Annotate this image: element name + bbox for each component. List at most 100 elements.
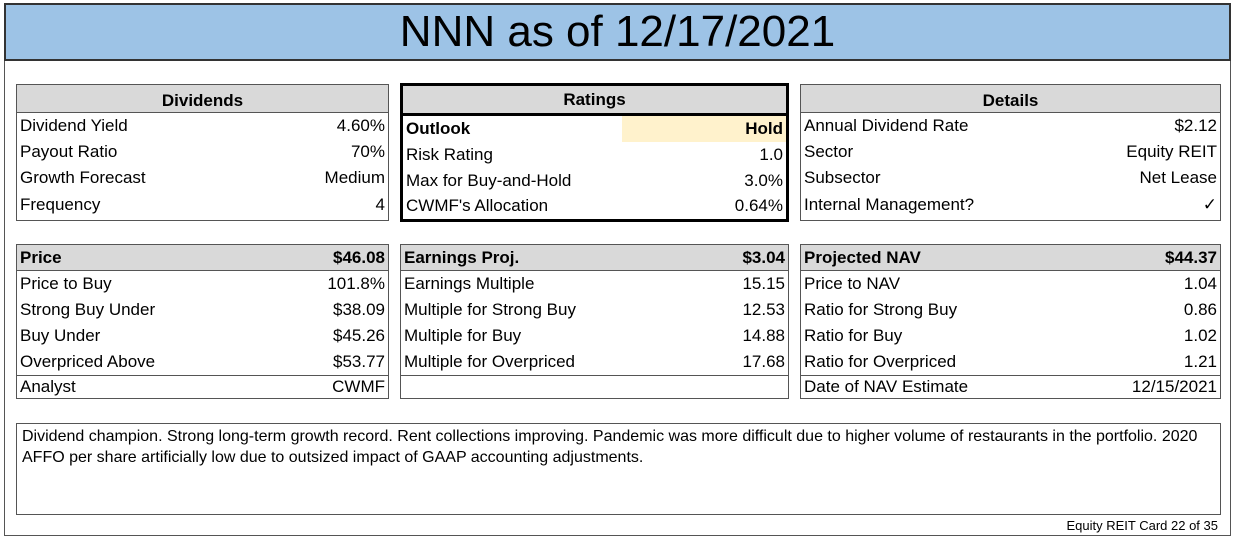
row-value: Equity REIT [1126,142,1217,161]
row-label: Payout Ratio [20,142,118,161]
dividends-panel: Dividends Dividend Yield 4.60% Payout Rat… [16,84,389,221]
card-title: NNN as of 12/17/2021 [4,3,1231,61]
row-value: 1.02 [1183,326,1217,345]
strong-buy-under-row: Strong Buy Under $38.09 [17,297,388,323]
outlook-highlight [622,116,786,142]
dividends-header: Dividends [17,85,388,113]
check-icon: ✓ [1202,195,1217,214]
row-value: Medium [324,168,385,187]
row-value: 1.0 [759,145,783,164]
internal-management-row: Internal Management? ✓ [801,191,1220,219]
row-label: Price to NAV [804,274,901,293]
row-label: Price to Buy [20,274,112,293]
row-value: 14.88 [742,326,785,345]
row-label: CWMF's Allocation [406,196,549,215]
max-buy-hold-row: Max for Buy-and-Hold 3.0% [403,168,786,194]
row-label: Multiple for Buy [404,326,522,345]
row-value: Hold [745,119,783,138]
multiple-strong-buy-row: Multiple for Strong Buy 12.53 [401,297,788,323]
row-label: Subsector [804,168,881,187]
header-label: Earnings Proj. [404,247,520,267]
row-value: 1.04 [1183,274,1217,293]
allocation-row: CWMF's Allocation 0.64% [403,194,786,218]
row-label: Multiple for Overpriced [404,352,576,371]
row-value: 4 [375,195,385,214]
price-header: Price $46.08 [17,245,388,271]
row-label: Buy Under [20,326,101,345]
row-value: 70% [350,142,385,161]
row-label: Risk Rating [406,145,493,164]
row-label: Growth Forecast [20,168,146,187]
row-label: Earnings Multiple [404,274,535,293]
row-value: 12/15/2021 [1131,377,1217,396]
ratings-header: Ratings [403,86,786,116]
ratio-buy-row: Ratio for Buy 1.02 [801,323,1220,349]
overpriced-above-row: Overpriced Above $53.77 [17,349,388,375]
details-panel: Details Annual Dividend Rate $2.12 Sector… [800,84,1221,221]
price-panel: Price $46.08 Price to Buy 101.8% Strong Bu… [16,244,389,399]
growth-forecast-row: Growth Forecast Medium [17,165,388,191]
outlook-row: Outlook Hold [403,116,786,142]
row-label: Ratio for Overpriced [804,352,957,371]
annual-dividend-row: Annual Dividend Rate $2.12 [801,113,1220,139]
row-value: Net Lease [1139,168,1218,187]
row-value: 4.60% [336,116,385,135]
ratio-strong-buy-row: Ratio for Strong Buy 0.86 [801,297,1220,323]
row-value: 3.0% [744,171,783,190]
notes-box: Dividend champion. Strong long-term grow… [16,423,1221,515]
row-label: Max for Buy-and-Hold [406,171,572,190]
row-value: $38.09 [333,300,385,319]
nav-header: Projected NAV $44.37 [801,245,1220,271]
header-label: Projected NAV [804,247,921,267]
price-to-nav-row: Price to NAV 1.04 [801,271,1220,297]
row-value: 101.8% [327,274,385,293]
row-label: Frequency [20,195,101,214]
row-value: 12.53 [742,300,785,319]
row-label: Internal Management? [804,195,975,214]
row-label: Analyst [20,377,76,396]
earnings-empty-row [401,375,788,398]
earnings-panel: Earnings Proj. $3.04 Earnings Multiple 15.… [400,244,789,399]
subsector-row: Subsector Net Lease [801,165,1220,191]
analyst-row: Analyst CWMF [17,375,388,398]
row-value: $2.12 [1174,116,1217,135]
nav-date-row: Date of NAV Estimate 12/15/2021 [801,375,1220,398]
header-value: $46.08 [333,247,385,267]
row-value: 0.86 [1183,300,1217,319]
earnings-header: Earnings Proj. $3.04 [401,245,788,271]
buy-under-row: Buy Under $45.26 [17,323,388,349]
price-to-buy-row: Price to Buy 101.8% [17,271,388,297]
dividend-yield-row: Dividend Yield 4.60% [17,113,388,139]
row-label: Date of NAV Estimate [804,377,969,396]
row-label: Multiple for Strong Buy [404,300,576,319]
row-label: Annual Dividend Rate [804,116,969,135]
row-value: $45.26 [333,326,385,345]
row-label: Overpriced Above [20,352,156,371]
details-header: Details [801,85,1220,113]
header-label: Price [20,247,62,267]
ratio-overpriced-row: Ratio for Overpriced 1.21 [801,349,1220,375]
sector-row: Sector Equity REIT [801,139,1220,165]
multiple-buy-row: Multiple for Buy 14.88 [401,323,788,349]
earnings-multiple-row: Earnings Multiple 15.15 [401,271,788,297]
row-label: Dividend Yield [20,116,128,135]
risk-rating-row: Risk Rating 1.0 [403,142,786,168]
multiple-overpriced-row: Multiple for Overpriced 17.68 [401,349,788,375]
row-value: $53.77 [333,352,385,371]
card-footer: Equity REIT Card 22 of 35 [1066,518,1218,533]
row-label: Outlook [406,119,471,138]
frequency-row: Frequency 4 [17,191,388,219]
row-label: Strong Buy Under [20,300,156,319]
header-value: $3.04 [742,247,785,267]
header-value: $44.37 [1165,247,1217,267]
row-value: 17.68 [742,352,785,371]
payout-ratio-row: Payout Ratio 70% [17,139,388,165]
row-label: Ratio for Buy [804,326,903,345]
nav-panel: Projected NAV $44.37 Price to NAV 1.04 Rat… [800,244,1221,399]
row-label: Ratio for Strong Buy [804,300,958,319]
row-value: 0.64% [734,196,783,215]
ratings-panel: Ratings Outlook Hold Risk Rating 1.0 Max f… [400,83,789,222]
row-value: CWMF [332,377,385,396]
row-value: 15.15 [742,274,785,293]
row-value: 1.21 [1183,352,1217,371]
